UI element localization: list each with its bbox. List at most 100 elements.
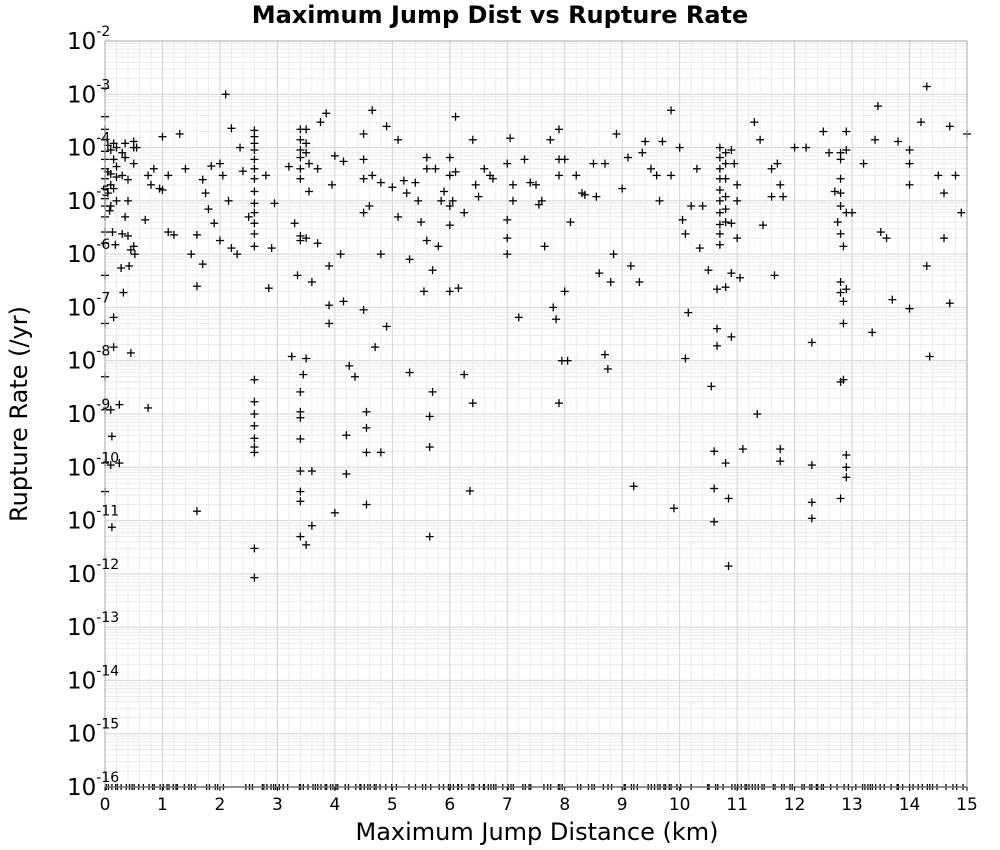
data-point xyxy=(807,338,816,347)
x-tick-label: 13 xyxy=(841,795,863,815)
data-point xyxy=(454,284,463,293)
data-point xyxy=(460,208,469,217)
data-point xyxy=(164,171,173,180)
y-tick-base: 10 xyxy=(67,775,96,801)
data-point xyxy=(313,164,322,173)
data-point xyxy=(106,146,115,155)
y-tick-label: 10-8 xyxy=(67,344,110,375)
data-point xyxy=(126,348,135,357)
data-point xyxy=(836,229,845,238)
data-point xyxy=(121,153,130,162)
data-point xyxy=(123,175,132,184)
data-point xyxy=(123,231,132,240)
data-point xyxy=(399,176,408,185)
data-point xyxy=(296,387,305,396)
data-point xyxy=(218,171,227,180)
x-tick-label: 6 xyxy=(444,795,455,815)
data-point xyxy=(905,304,914,313)
data-point xyxy=(776,445,785,454)
y-tick-label: 10-14 xyxy=(67,663,119,694)
x-tick-label: 7 xyxy=(502,795,513,815)
data-point xyxy=(715,229,724,238)
data-point xyxy=(603,364,612,373)
data-point xyxy=(112,143,121,152)
data-point xyxy=(121,139,130,148)
data-point xyxy=(302,234,311,243)
data-point xyxy=(267,244,276,253)
y-tick-label: 10-13 xyxy=(67,610,119,641)
y-tick-base: 10 xyxy=(67,136,96,162)
data-point xyxy=(560,287,569,296)
data-point xyxy=(836,288,845,297)
data-point xyxy=(609,250,618,259)
data-point xyxy=(106,405,115,414)
data-point xyxy=(207,162,216,171)
x-tick-label: 1 xyxy=(157,795,168,815)
data-point xyxy=(503,250,512,259)
data-point xyxy=(833,218,842,227)
data-point xyxy=(445,221,454,230)
data-point xyxy=(284,162,293,171)
y-tick-base: 10 xyxy=(67,242,96,268)
data-point xyxy=(244,212,253,221)
data-point xyxy=(721,459,730,468)
data-point xyxy=(876,228,885,237)
data-point xyxy=(192,282,201,291)
data-point xyxy=(836,494,845,503)
data-point xyxy=(695,244,704,253)
data-point xyxy=(733,180,742,189)
x-tick-label: 3 xyxy=(272,795,283,815)
data-point xyxy=(362,407,371,416)
x-tick-label: 15 xyxy=(956,795,978,815)
data-point xyxy=(842,463,851,472)
data-point xyxy=(445,171,454,180)
data-point xyxy=(807,498,816,507)
data-point xyxy=(325,301,334,310)
data-point xyxy=(859,159,868,168)
data-point xyxy=(250,199,259,208)
data-point xyxy=(871,135,880,144)
data-point xyxy=(296,164,305,173)
data-point xyxy=(520,155,529,164)
data-point xyxy=(428,387,437,396)
data-point xyxy=(293,271,302,280)
y-tick-exponent: -15 xyxy=(96,717,119,733)
x-tick-label: 12 xyxy=(784,795,806,815)
data-point xyxy=(261,171,270,180)
data-point xyxy=(109,343,118,352)
data-point xyxy=(560,155,569,164)
data-point xyxy=(727,146,736,155)
data-point xyxy=(546,135,555,144)
data-point xyxy=(325,319,334,328)
data-point xyxy=(790,143,799,152)
data-point xyxy=(296,174,305,183)
data-point xyxy=(192,507,201,516)
data-point xyxy=(388,183,397,192)
data-point xyxy=(715,220,724,229)
data-point xyxy=(299,370,308,379)
data-point xyxy=(109,184,118,193)
data-point xyxy=(382,122,391,131)
data-point xyxy=(733,196,742,205)
data-point xyxy=(836,155,845,164)
data-point xyxy=(371,343,380,352)
data-point xyxy=(468,399,477,408)
data-point xyxy=(727,219,736,228)
data-point xyxy=(359,129,368,138)
y-tick-label: 10-4 xyxy=(67,131,110,162)
data-point xyxy=(250,397,259,406)
data-point xyxy=(540,242,549,251)
data-point xyxy=(428,266,437,275)
data-point xyxy=(802,143,811,152)
data-point xyxy=(250,421,259,430)
data-point xyxy=(704,266,713,275)
data-point xyxy=(250,229,259,238)
y-tick-base: 10 xyxy=(67,82,96,108)
data-point xyxy=(532,180,540,189)
data-point xyxy=(250,187,259,196)
data-point xyxy=(445,153,454,162)
y-tick-exponent: -14 xyxy=(96,663,119,679)
data-point xyxy=(296,153,305,162)
x-tick-label: 14 xyxy=(899,795,921,815)
data-point xyxy=(721,174,730,183)
